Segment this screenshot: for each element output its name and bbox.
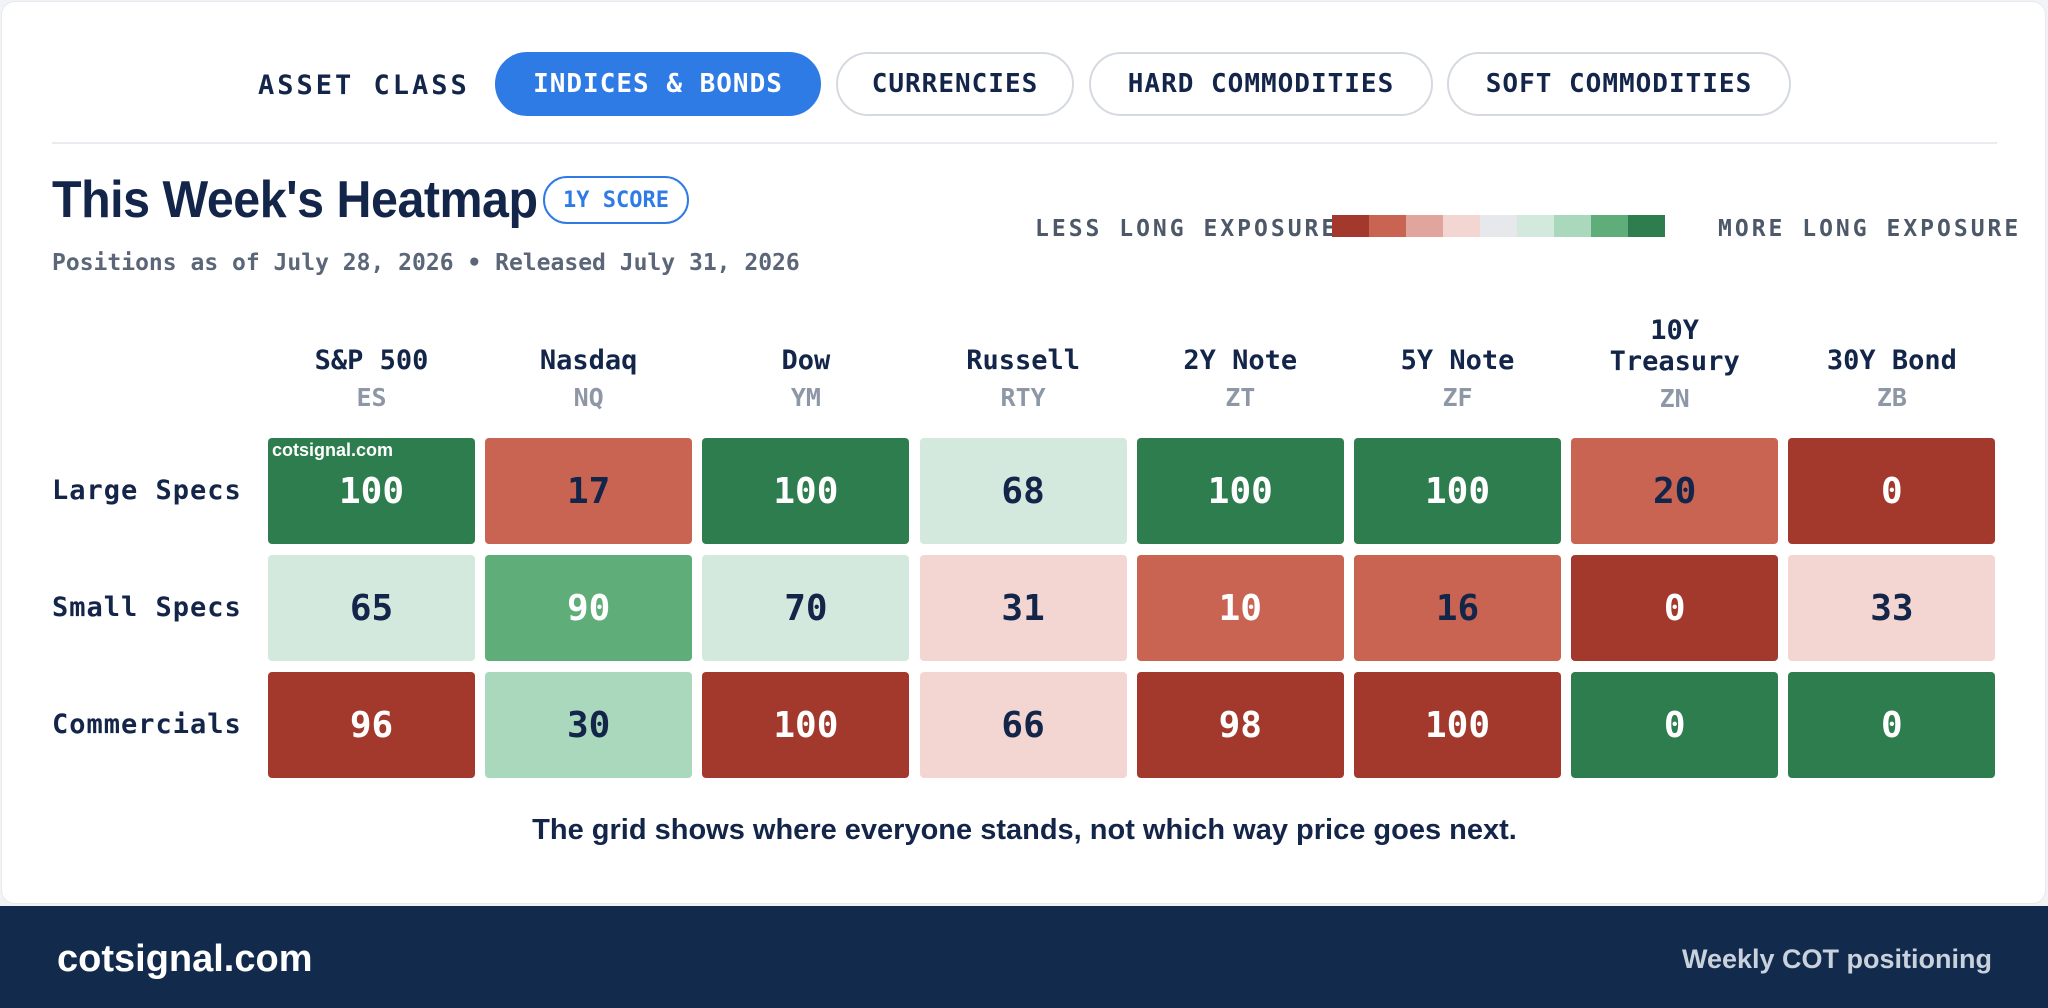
column-name: S&P 500 <box>314 345 429 376</box>
legend-color-scale <box>1332 215 1665 237</box>
legend-swatch <box>1628 215 1665 237</box>
column-header: S&P 500 ES <box>268 345 475 413</box>
column-name: Dow <box>781 345 831 376</box>
heatmap-cell[interactable]: 0 <box>1788 672 1996 778</box>
heatmap-cell[interactable]: 17 <box>485 438 693 544</box>
footer-brand[interactable]: cotsignal.com <box>57 938 313 980</box>
column-header: Nasdaq NQ <box>485 345 692 413</box>
row-label: Large Specs <box>52 475 242 506</box>
column-header: 2Y Note ZT <box>1137 345 1344 413</box>
tab-soft-commodities[interactable]: SOFT COMMODITIES <box>1447 52 1791 116</box>
heatmap-cell[interactable]: 100 <box>1354 438 1561 544</box>
tab-hard-commodities[interactable]: HARD COMMODITIES <box>1089 52 1433 116</box>
legend-more-label: MORE LONG EXPOSURE <box>1718 216 2022 242</box>
column-name: 5Y Note <box>1400 345 1515 376</box>
legend-swatch <box>1406 215 1443 237</box>
heatmap-cell[interactable]: 31 <box>919 555 1127 661</box>
column-header: Russell RTY <box>920 345 1127 413</box>
legend-swatch <box>1443 215 1480 237</box>
heatmap-cell[interactable]: 0 <box>1571 555 1779 661</box>
tab-indices-bonds[interactable]: INDICES & BONDS <box>495 52 821 116</box>
page-title: This Week's Heatmap <box>52 171 538 229</box>
footer: cotsignal.com Weekly COT positioning <box>0 906 2048 1008</box>
row-label: Small Specs <box>52 592 242 623</box>
column-name: Russell <box>966 345 1080 376</box>
heatmap-cell[interactable]: 100 <box>268 438 475 544</box>
column-name: 2Y Note <box>1183 345 1298 376</box>
column-code: ZT <box>1225 383 1256 412</box>
column-name: Nasdaq <box>539 345 638 376</box>
positions-date: Positions as of July 28, 2026 • Released… <box>52 250 800 276</box>
heatmap-cell[interactable]: 10 <box>1136 555 1344 661</box>
heatmap-cell[interactable]: 70 <box>702 555 910 661</box>
legend-swatch <box>1517 215 1554 237</box>
column-code: ES <box>356 383 387 412</box>
heatmap-cell[interactable]: 16 <box>1354 555 1561 661</box>
watermark-label: cotsignal.com <box>272 440 394 460</box>
heatmap-cell[interactable]: 100 <box>1136 438 1344 544</box>
column-header: Dow YM <box>702 345 909 413</box>
heatmap-cell[interactable]: 20 <box>1571 438 1779 544</box>
column-code: YM <box>790 383 821 412</box>
legend-swatch <box>1332 215 1369 237</box>
heatmap-cell[interactable]: 98 <box>1136 672 1344 778</box>
legend-swatch <box>1591 215 1628 237</box>
score-badge[interactable]: 1Y SCORE <box>543 176 689 224</box>
heatmap-cell[interactable]: 66 <box>919 672 1127 778</box>
row-label: Commercials <box>52 709 242 740</box>
heatmap-cell[interactable]: 30 <box>485 672 693 778</box>
heatmap-cell[interactable]: 100 <box>702 672 910 778</box>
column-code: NQ <box>573 383 604 412</box>
heatmap-cell[interactable]: 0 <box>1571 672 1779 778</box>
column-header: 5Y Note ZF <box>1354 345 1561 413</box>
column-code: ZF <box>1442 383 1473 412</box>
column-code: ZN <box>1659 384 1690 413</box>
column-name: 30Y Bond <box>1826 345 1957 376</box>
legend-swatch <box>1554 215 1591 237</box>
footer-tagline: Weekly COT positioning <box>1681 944 1992 974</box>
heatmap-cell[interactable]: 90 <box>485 555 693 661</box>
column-header: 30Y Bond ZB <box>1788 345 1995 413</box>
asset-class-label: ASSET CLASS <box>258 70 470 101</box>
caption: The grid shows where everyone stands, no… <box>532 814 1517 846</box>
heatmap-cell[interactable]: 65 <box>268 555 475 661</box>
tabs-divider <box>52 142 1997 144</box>
heatmap-cell[interactable]: 33 <box>1788 555 1996 661</box>
heatmap-cell[interactable]: 96 <box>268 672 475 778</box>
heatmap-cell[interactable]: 0 <box>1788 438 1996 544</box>
column-code: ZB <box>1876 383 1907 412</box>
heatmap-cell[interactable]: 100 <box>702 438 910 544</box>
heatmap-cell[interactable]: 68 <box>919 438 1127 544</box>
legend-less-label: LESS LONG EXPOSURE <box>1035 216 1339 242</box>
heatmap-cell[interactable]: 100 <box>1354 672 1561 778</box>
tab-currencies[interactable]: CURRENCIES <box>836 52 1074 116</box>
column-code: RTY <box>1000 383 1046 412</box>
column-header: 10Y Treasury ZN <box>1571 315 1778 414</box>
asset-class-tabs: ASSET CLASS INDICES & BONDS CURRENCIES H… <box>2 52 2047 116</box>
legend-swatch <box>1369 215 1406 237</box>
column-name: 10Y Treasury <box>1609 315 1740 377</box>
heatmap-card: ASSET CLASS INDICES & BONDS CURRENCIES H… <box>1 1 2046 904</box>
legend-swatch <box>1480 215 1517 237</box>
